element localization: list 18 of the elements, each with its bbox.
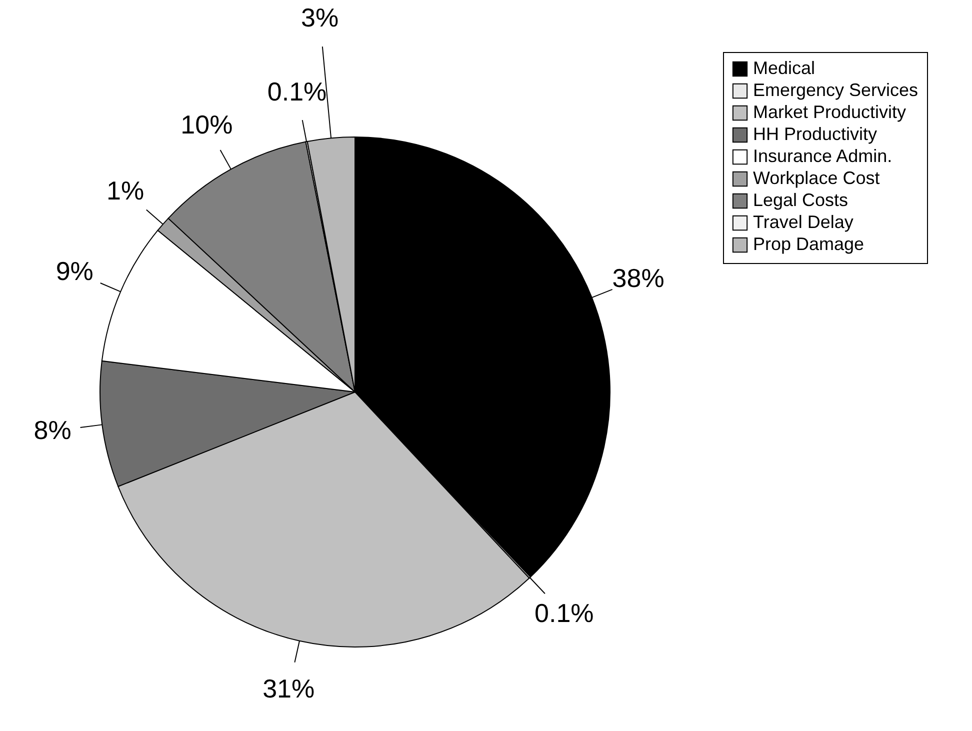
legend-label: Workplace Cost: [753, 168, 880, 188]
legend-label: Market Productivity: [753, 102, 906, 122]
data-label: 0.1%: [267, 76, 327, 107]
data-label: 31%: [262, 674, 315, 704]
data-label: 0.1%: [534, 598, 594, 628]
legend-label: HH Productivity: [753, 124, 878, 144]
data-label: 1%: [106, 175, 144, 206]
data-label: 9%: [56, 256, 94, 286]
legend-label: Emergency Services: [753, 80, 918, 100]
legend-label: Legal Costs: [753, 190, 848, 210]
data-label: 8%: [34, 415, 72, 446]
legend-label: Prop Damage: [753, 234, 864, 254]
legend-label: Insurance Admin.: [753, 146, 892, 166]
data-label: 10%: [180, 110, 233, 140]
legend-label: Travel Delay: [753, 212, 854, 232]
data-label: 3%: [300, 2, 339, 33]
data-label: 38%: [612, 263, 664, 294]
legend-label: Medical: [753, 58, 816, 78]
